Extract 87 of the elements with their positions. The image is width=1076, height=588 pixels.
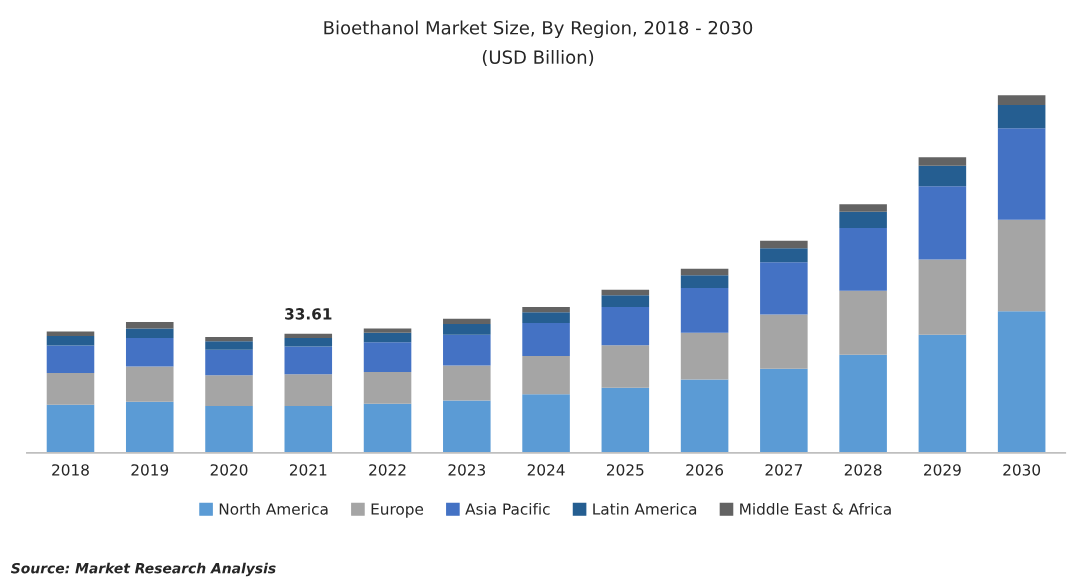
- x-tick-label: 2028: [844, 464, 882, 476]
- bar: [839, 227, 887, 291]
- bar: [918, 334, 967, 453]
- bar: [46, 404, 95, 453]
- bar: [760, 368, 808, 453]
- bar: [443, 400, 491, 453]
- bar: [680, 287, 729, 333]
- bar: [125, 321, 174, 329]
- bar: [125, 338, 174, 367]
- bar: [443, 324, 491, 335]
- bar: [839, 354, 887, 453]
- bar: [46, 345, 95, 374]
- x-tick-label: 2026: [686, 464, 724, 476]
- bar: [443, 365, 491, 401]
- bar: [839, 204, 887, 212]
- bar: [363, 371, 412, 404]
- legend-label: Latin America: [593, 502, 697, 515]
- bar: [997, 219, 1046, 312]
- bar: [46, 335, 95, 346]
- bar: [839, 290, 887, 355]
- bar: [205, 341, 253, 350]
- bar: [601, 295, 650, 307]
- legend-label: Europe: [371, 503, 424, 518]
- x-tick-label: 2027: [765, 464, 802, 476]
- bar: [522, 306, 570, 313]
- bar: [997, 128, 1046, 220]
- bar: [125, 366, 174, 402]
- legend-label: North America: [219, 502, 328, 515]
- bar: [284, 405, 333, 453]
- bar: [918, 157, 967, 166]
- bar: [46, 331, 95, 336]
- bar: [918, 165, 967, 187]
- bar: [363, 403, 412, 453]
- bar: [205, 336, 253, 342]
- x-tick-label: 2025: [607, 464, 644, 476]
- x-tick-label: 2020: [210, 464, 248, 476]
- bar: [680, 379, 729, 453]
- bar: [760, 314, 808, 369]
- bar: [601, 306, 650, 346]
- bar: [522, 312, 570, 324]
- bar: [601, 289, 650, 296]
- bar: [997, 105, 1046, 129]
- bar: [205, 375, 253, 406]
- bar: [363, 328, 412, 333]
- bar: [760, 240, 808, 249]
- legend-label: Asia Pacific: [465, 502, 550, 515]
- bar: [363, 332, 412, 343]
- bar: [363, 342, 412, 372]
- bar: [760, 248, 808, 263]
- bar: [46, 373, 95, 405]
- x-tick-label: 2021: [289, 464, 327, 476]
- bar: [284, 346, 333, 375]
- x-tick-label: 2023: [448, 464, 486, 476]
- bar: [680, 332, 729, 380]
- annotation: 33.61: [285, 308, 332, 320]
- bar: [997, 95, 1046, 105]
- bar: [522, 355, 570, 395]
- bar: [760, 262, 808, 315]
- bar: [601, 387, 650, 453]
- bar: [125, 328, 174, 339]
- bar: [205, 349, 253, 376]
- bar: [522, 323, 570, 356]
- bar: [125, 401, 174, 453]
- bar: [839, 211, 887, 228]
- source-note: Source: Market Research Analysis: [10, 562, 276, 577]
- bar: [997, 311, 1046, 453]
- bar: [918, 186, 967, 260]
- x-tick-label: 2030: [1003, 464, 1041, 476]
- bar: [284, 333, 333, 339]
- bar: [443, 318, 491, 325]
- legend-label: Middle East & Africa: [740, 502, 891, 515]
- x-tick-label: 2029: [924, 464, 961, 476]
- bar: [601, 345, 650, 388]
- bar: [918, 259, 967, 335]
- x-tick-label: 2019: [131, 464, 169, 476]
- chart-title: Bioethanol Market Size, By Region, 2018 - 2030: [324, 20, 753, 39]
- bar: [680, 268, 729, 276]
- bar: [680, 275, 729, 288]
- bar: [284, 338, 333, 347]
- x-tick-label: 2018: [52, 464, 89, 476]
- bar: [284, 374, 333, 406]
- x-tick-label: 2022: [369, 464, 406, 476]
- bar: [522, 394, 570, 453]
- chart-subtitle: (USD Billion): [482, 49, 594, 67]
- bar: [205, 405, 253, 453]
- x-tick-label: 2024: [527, 464, 565, 476]
- bar: [443, 334, 491, 366]
